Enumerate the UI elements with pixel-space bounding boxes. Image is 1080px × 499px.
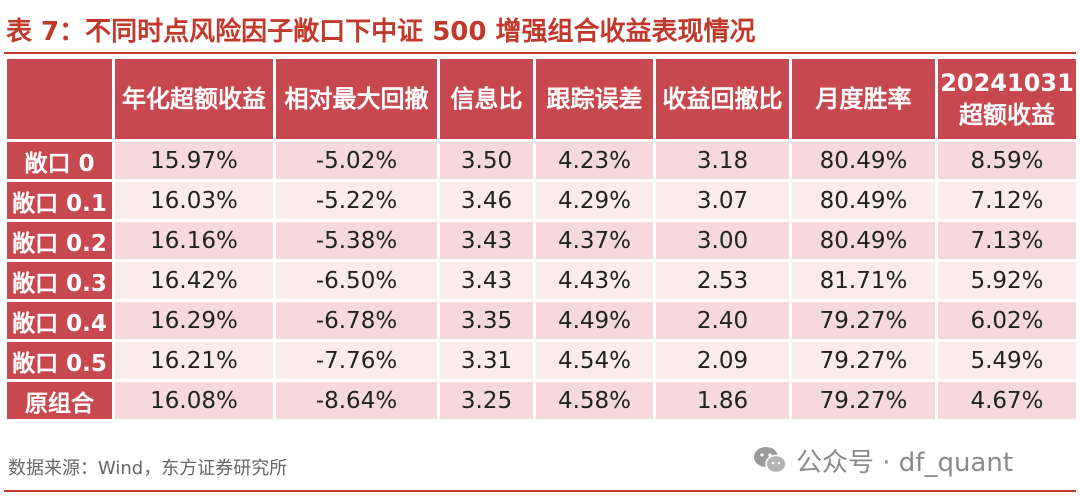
table-cell: 3.00 [653, 219, 792, 262]
table-cell: 16.29% [112, 299, 276, 342]
table-row: 敞口 0.2 16.16% -5.38% 3.43 4.37% 3.00 80.49% 7.1… [4, 219, 1079, 262]
table-body: 敞口 0 15.97% -5.02% 3.50 4.23% 3.18 80.49% 8.59%… [4, 139, 1079, 422]
table-row: 原组合 16.08% -8.64% 3.25 4.58% 1.86 79.27% 4.67% [4, 379, 1079, 422]
table-cell: 7.12% [935, 179, 1079, 222]
table-cell: -5.22% [273, 179, 440, 222]
row-label: 敞口 0.2 [4, 219, 115, 262]
table-cell: 3.35 [437, 299, 536, 342]
table-cell: 4.54% [533, 339, 656, 382]
row-label: 敞口 0.1 [4, 179, 115, 222]
table-cell: 3.43 [437, 259, 536, 302]
table-cell: 4.43% [533, 259, 656, 302]
row-label: 敞口 0.3 [4, 259, 115, 302]
table-row: 敞口 0 15.97% -5.02% 3.50 4.23% 3.18 80.49% 8.59% [4, 139, 1079, 182]
table-cell: 79.27% [789, 299, 938, 342]
table-cell: 3.18 [653, 139, 792, 182]
table-cell: 1.86 [653, 379, 792, 422]
table-title: 表 7：不同时点风险因子敞口下中证 500 增强组合收益表现情况 [6, 17, 756, 47]
table-cell: 7.13% [935, 219, 1079, 262]
header-corner [4, 56, 115, 142]
table-cell: 80.49% [789, 179, 938, 222]
wechat-icon [754, 447, 787, 474]
table-cell: 5.49% [935, 339, 1079, 382]
table-cell: 4.23% [533, 139, 656, 182]
table-cell: 2.53 [653, 259, 792, 302]
table-cell: 3.25 [437, 379, 536, 422]
table-cell: -7.76% [273, 339, 440, 382]
table-cell: -5.02% [273, 139, 440, 182]
table-cell: 16.21% [112, 339, 276, 382]
title-rule [4, 52, 1076, 54]
table-cell: 16.08% [112, 379, 276, 422]
table-cell: 3.31 [437, 339, 536, 382]
table-cell: 3.43 [437, 219, 536, 262]
table-cell: 4.29% [533, 179, 656, 222]
table-cell: 4.37% [533, 219, 656, 262]
table-cell: 16.03% [112, 179, 276, 222]
header-tracking-error: 跟踪误差 [533, 56, 656, 142]
table-cell: 4.67% [935, 379, 1079, 422]
header-information-ratio: 信息比 [437, 56, 536, 142]
watermark: 公众号 · df_quant [752, 440, 1013, 480]
row-label: 敞口 0.5 [4, 339, 115, 382]
table-cell: 4.58% [533, 379, 656, 422]
table-cell: 16.16% [112, 219, 276, 262]
header-20241031-excess-return: 20241031 超额收益 [935, 56, 1079, 142]
table-cell: 3.07 [653, 179, 792, 222]
table-cell: -8.64% [273, 379, 440, 422]
table-cell: 8.59% [935, 139, 1079, 182]
table-cell: 81.71% [789, 259, 938, 302]
table-cell: 80.49% [789, 139, 938, 182]
table-cell: 79.27% [789, 379, 938, 422]
row-label: 敞口 0 [4, 139, 115, 182]
header-monthly-win-rate: 月度胜率 [789, 56, 938, 142]
header-return-drawdown-ratio: 收益回撤比 [653, 56, 792, 142]
table-row: 敞口 0.1 16.03% -5.22% 3.46 4.29% 3.07 80.49% 7.1… [4, 179, 1079, 222]
table-cell: 80.49% [789, 219, 938, 262]
table-cell: 2.09 [653, 339, 792, 382]
table-cell: 79.27% [789, 339, 938, 382]
watermark-text: 公众号 · df_quant [796, 447, 1014, 478]
header-row: 年化超额收益 相对最大回撤 信息比 跟踪误差 收益回撤比 月度胜率 202410… [4, 56, 1079, 142]
table-cell: -6.50% [273, 259, 440, 302]
source-note: 数据来源：Wind，东方证券研究所 [8, 458, 288, 479]
table-row: 敞口 0.5 16.21% -7.76% 3.31 4.54% 2.09 79.27% 5.4… [4, 339, 1079, 382]
table-cell: 6.02% [935, 299, 1079, 342]
table-cell: -6.78% [273, 299, 440, 342]
table-cell: 3.50 [437, 139, 536, 182]
table-cell: 16.42% [112, 259, 276, 302]
row-label: 原组合 [4, 379, 115, 422]
table-row: 敞口 0.3 16.42% -6.50% 3.43 4.43% 2.53 81.71% 5.9… [4, 259, 1079, 302]
table-row: 敞口 0.4 16.29% -6.78% 3.35 4.49% 2.40 79.27% 6.0… [4, 299, 1079, 342]
table-cell: 5.92% [935, 259, 1079, 302]
table-cell: -5.38% [273, 219, 440, 262]
table-cell: 15.97% [112, 139, 276, 182]
row-label: 敞口 0.4 [4, 299, 115, 342]
table-cell: 3.46 [437, 179, 536, 222]
header-annual-excess-return: 年化超额收益 [112, 56, 276, 142]
table-cell: 2.40 [653, 299, 792, 342]
table-cell: 4.49% [533, 299, 656, 342]
bottom-rule [4, 490, 1076, 492]
header-relative-max-drawdown: 相对最大回撤 [273, 56, 440, 142]
data-table: 年化超额收益 相对最大回撤 信息比 跟踪误差 收益回撤比 月度胜率 202410… [4, 56, 1079, 422]
